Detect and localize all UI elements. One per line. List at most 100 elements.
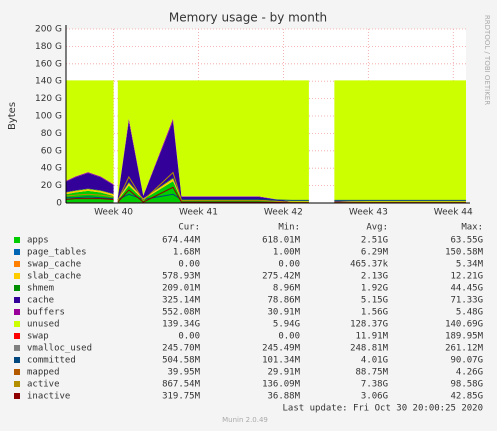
stat-value: 7.38G	[361, 380, 388, 390]
y-tick-label: 180 G	[35, 42, 62, 52]
stat-value: 29.91M	[267, 368, 300, 378]
stat-value: 0.00	[178, 260, 200, 270]
stat-value: 209.01M	[162, 284, 201, 294]
stat-value: 245.70M	[162, 344, 201, 354]
side-note: RRDTOOL / TOBI OETIKER	[483, 15, 491, 105]
stat-value: 578.93M	[162, 272, 201, 282]
y-axis-label: Bytes	[7, 102, 18, 130]
y-tick-label: 160 G	[35, 59, 62, 69]
stat-value: 4.01G	[361, 356, 388, 366]
stat-value: 0.00	[178, 332, 200, 342]
stat-value: 552.08M	[162, 308, 201, 318]
stat-header: Avg:	[366, 223, 388, 233]
legend-swatch	[14, 237, 20, 243]
y-tick-label: 20 G	[41, 181, 62, 191]
stat-value: 1.68M	[173, 248, 201, 258]
stat-value: 0.00	[278, 332, 300, 342]
legend-swatch	[14, 249, 20, 255]
legend-label: committed	[27, 356, 76, 366]
legend-label: buffers	[27, 308, 65, 318]
stat-value: 78.86M	[267, 296, 300, 306]
stat-value: 319.75M	[162, 392, 201, 402]
y-tick-label: 80 G	[41, 129, 62, 139]
legend-swatch	[14, 285, 20, 291]
y-tick-label: 100 G	[35, 112, 62, 122]
x-tick-label: Week 44	[434, 208, 473, 218]
legend-swatch	[14, 309, 20, 315]
stat-value: 465.37k	[350, 260, 389, 270]
y-tick-label: 0	[56, 199, 62, 209]
stat-value: 128.37G	[350, 320, 388, 330]
y-tick-label: 120 G	[35, 94, 62, 104]
stat-value: 90.07G	[450, 356, 483, 366]
stat-value: 245.49M	[262, 344, 301, 354]
stat-value: 618.01M	[262, 236, 301, 246]
stat-value: 5.15G	[361, 296, 388, 306]
area	[66, 178, 466, 203]
stat-value: 0.00	[278, 260, 300, 270]
x-tick-label: Week 41	[179, 208, 218, 218]
legend-swatch	[14, 333, 20, 339]
stat-value: 6.29M	[361, 248, 389, 258]
y-tick-label: 200 G	[35, 25, 62, 35]
stat-value: 674.44M	[162, 236, 201, 246]
stat-value: 140.69G	[445, 320, 483, 330]
stat-value: 5.34M	[456, 260, 484, 270]
stat-value: 98.58G	[450, 380, 483, 390]
stat-value: 44.45G	[450, 284, 483, 294]
legend-label: cache	[27, 296, 54, 306]
area	[66, 121, 466, 203]
chart-title: Memory usage - by month	[169, 11, 327, 25]
legend-label: vmalloc_used	[27, 344, 92, 354]
legend-label: swap_cache	[27, 260, 81, 270]
legend-label: swap	[27, 332, 49, 342]
stat-value: 11.91M	[355, 332, 388, 342]
stat-value: 1.00M	[273, 248, 301, 258]
legend-label: slab_cache	[27, 272, 81, 282]
legend-swatch	[14, 321, 20, 327]
stat-value: 39.95M	[167, 368, 200, 378]
legend-swatch	[14, 369, 20, 375]
legend-swatch	[14, 261, 20, 267]
y-tick-label: 60 G	[41, 146, 62, 156]
stat-value: 139.34G	[162, 320, 200, 330]
area	[66, 80, 466, 202]
y-tick-label: 40 G	[41, 164, 62, 174]
line	[66, 193, 466, 201]
stat-value: 867.54M	[162, 380, 201, 390]
stat-value: 4.26G	[456, 368, 483, 378]
stat-value: 136.09M	[262, 380, 301, 390]
legend-swatch	[14, 345, 20, 351]
stat-value: 30.91M	[267, 308, 300, 318]
stat-value: 3.06G	[361, 392, 388, 402]
stat-value: 63.55G	[450, 236, 483, 246]
stat-value: 248.81M	[350, 344, 389, 354]
legend-label: active	[27, 380, 60, 390]
x-tick-label: Week 42	[264, 208, 303, 218]
stat-value: 5.94G	[273, 320, 300, 330]
legend-swatch	[14, 381, 20, 387]
footer: Last update: Fri Oct 30 20:00:25 2020	[283, 404, 483, 414]
stat-value: 8.96M	[273, 284, 301, 294]
stat-value: 325.14M	[162, 296, 201, 306]
stat-value: 2.51G	[361, 236, 388, 246]
legend-swatch	[14, 357, 20, 363]
stat-value: 1.92G	[361, 284, 388, 294]
legend-swatch	[14, 273, 20, 279]
stat-value: 101.34M	[262, 356, 301, 366]
stat-value: 189.95M	[445, 332, 484, 342]
stat-value: 275.42M	[262, 272, 301, 282]
x-tick-label: Week 43	[349, 208, 388, 218]
line	[65, 171, 466, 203]
area	[66, 181, 466, 203]
x-tick-label: Week 40	[94, 208, 133, 218]
stat-value: 36.88M	[267, 392, 300, 402]
stat-value: 71.33G	[450, 296, 483, 306]
stat-value: 42.85G	[450, 392, 483, 402]
stat-value: 504.58M	[162, 356, 201, 366]
stat-value: 12.21G	[450, 272, 483, 282]
legend-swatch	[14, 297, 20, 303]
legend-label: apps	[27, 236, 49, 246]
legend-label: mapped	[27, 368, 60, 378]
stat-value: 261.12M	[445, 344, 484, 354]
